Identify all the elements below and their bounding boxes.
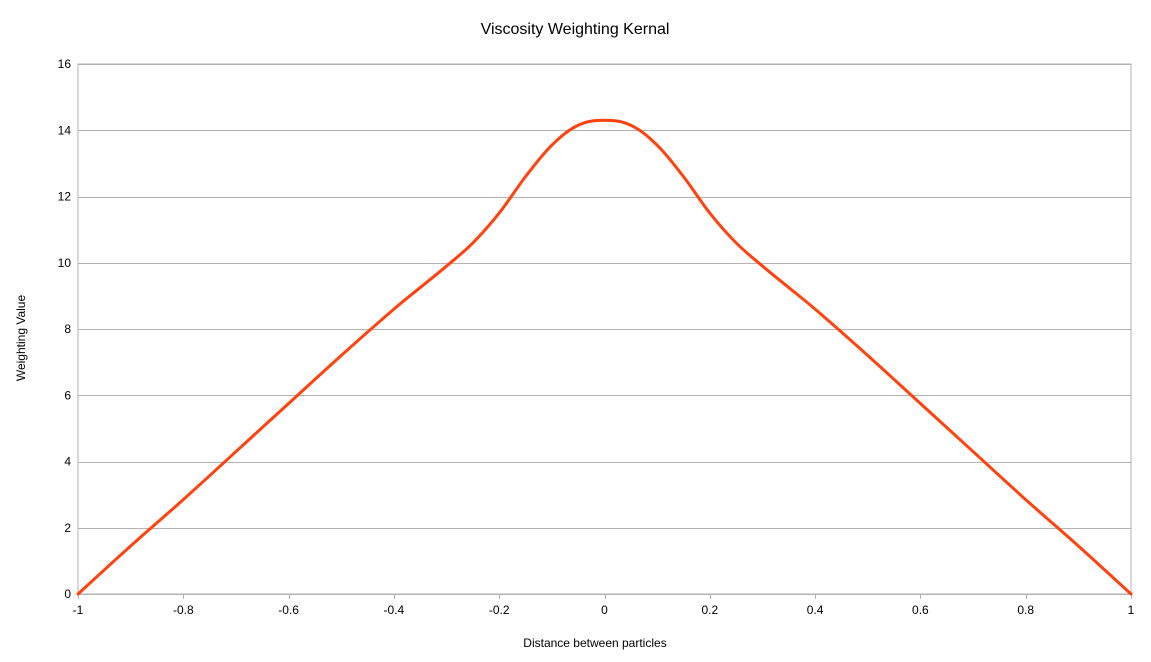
gridlines: [78, 64, 1131, 595]
x-tick-label: -0.4: [384, 603, 405, 617]
y-tick-label: 2: [64, 521, 71, 535]
y-tick-label: 6: [64, 388, 71, 402]
y-tick-label: 12: [58, 190, 72, 204]
x-tick-label: 0.2: [701, 603, 718, 617]
y-axis-ticks: 0 2 4 6 8 10 12 14 16: [58, 57, 72, 601]
y-tick-label: 16: [58, 57, 72, 71]
plot-area-frame: [77, 63, 1132, 595]
x-tick-label: 0.8: [1017, 603, 1034, 617]
y-axis-label: Weighting Value: [14, 295, 28, 382]
x-tick-label: -0.8: [173, 603, 194, 617]
y-tick-label: 10: [58, 256, 72, 270]
y-tick-label: 8: [64, 322, 71, 336]
chart-title: Viscosity Weighting Kernal: [481, 21, 670, 38]
x-tick-label: -0.6: [278, 603, 299, 617]
y-tick-label: 4: [64, 455, 71, 469]
x-tick-label: -0.2: [489, 603, 510, 617]
y-tick-label: 14: [58, 123, 72, 137]
x-tick-label: 0: [601, 603, 608, 617]
x-tick-label: 1: [1128, 603, 1135, 617]
x-tick-label: -1: [73, 603, 84, 617]
x-tick-label: 0.6: [912, 603, 929, 617]
series-group: [76, 118, 1133, 596]
x-axis-ticks: -1 -0.8 -0.6 -0.4 -0.2 0 0.2 0.4 0.6 0.8 1: [73, 594, 1135, 617]
x-tick-label: 0.4: [807, 603, 824, 617]
series-line: [76, 118, 1133, 596]
x-axis-label: Distance between particles: [523, 636, 666, 650]
y-tick-label: 0: [64, 587, 71, 601]
